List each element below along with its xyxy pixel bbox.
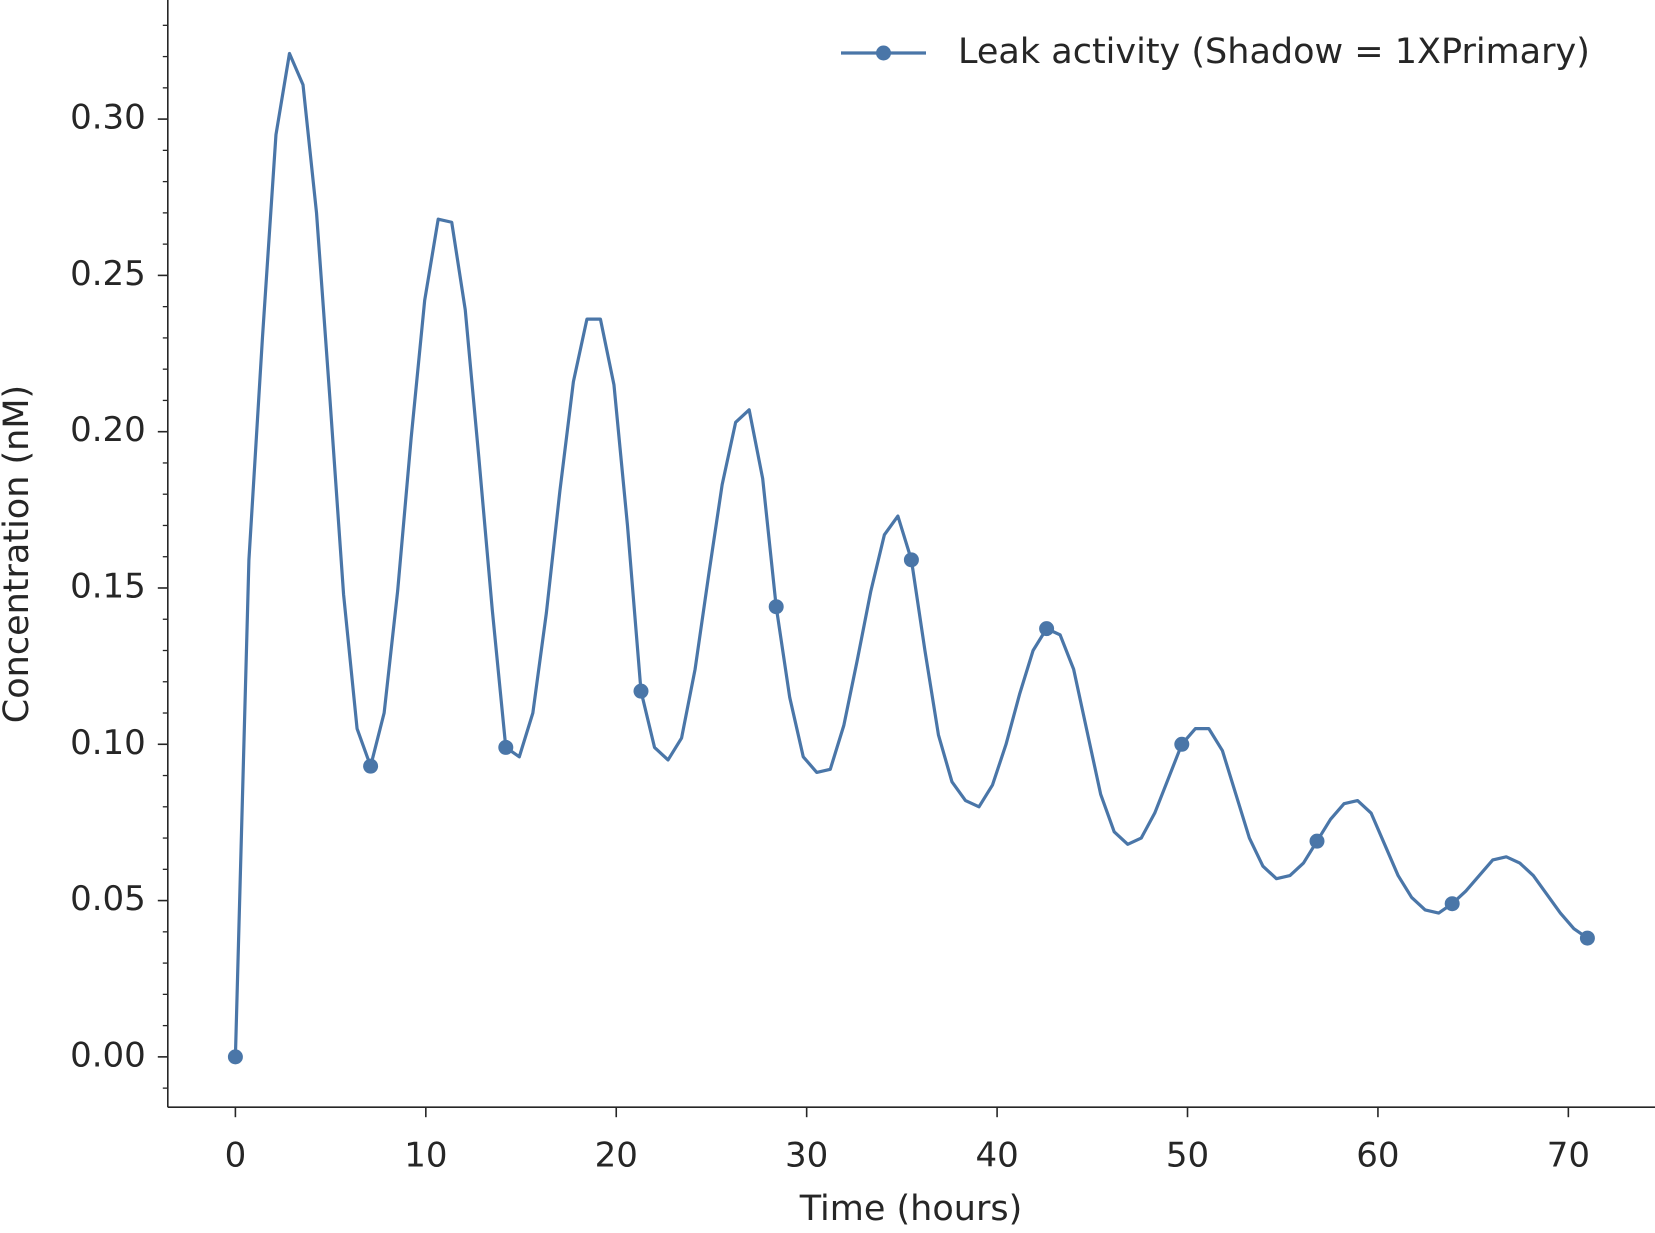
data-point [363, 758, 379, 774]
y-tick-label: 0.30 [70, 98, 146, 138]
x-tick-label: 0 [225, 1136, 247, 1176]
data-point [768, 599, 784, 615]
data-point [633, 683, 649, 699]
x-tick-label: 10 [404, 1136, 447, 1176]
y-tick-label: 0.00 [70, 1035, 146, 1075]
data-point [1174, 736, 1190, 752]
data-point [1309, 833, 1325, 849]
data-point [1579, 930, 1595, 946]
x-tick-label: 60 [1356, 1136, 1399, 1176]
x-axis-label: Time (hours) [799, 1189, 1023, 1229]
x-tick-label: 50 [1166, 1136, 1209, 1176]
legend-marker [876, 45, 891, 61]
data-point [903, 552, 919, 568]
data-point [1039, 621, 1055, 637]
y-tick-label: 0.15 [70, 566, 146, 606]
legend-label: Leak activity (Shadow = 1XPrimary) [958, 32, 1590, 72]
x-tick-label: 30 [785, 1136, 828, 1176]
y-tick-label: 0.10 [70, 723, 146, 763]
x-tick-label: 40 [975, 1136, 1018, 1176]
x-tick-label: 20 [595, 1136, 638, 1176]
data-point [498, 739, 514, 755]
x-tick-label: 70 [1547, 1136, 1590, 1176]
data-point [1444, 896, 1460, 912]
data-point [227, 1049, 243, 1065]
y-tick-label: 0.05 [70, 879, 146, 919]
y-tick-label: 0.20 [70, 410, 146, 450]
y-tick-label: 0.25 [70, 254, 146, 294]
y-axis-label: Concentration (nM) [0, 385, 37, 723]
